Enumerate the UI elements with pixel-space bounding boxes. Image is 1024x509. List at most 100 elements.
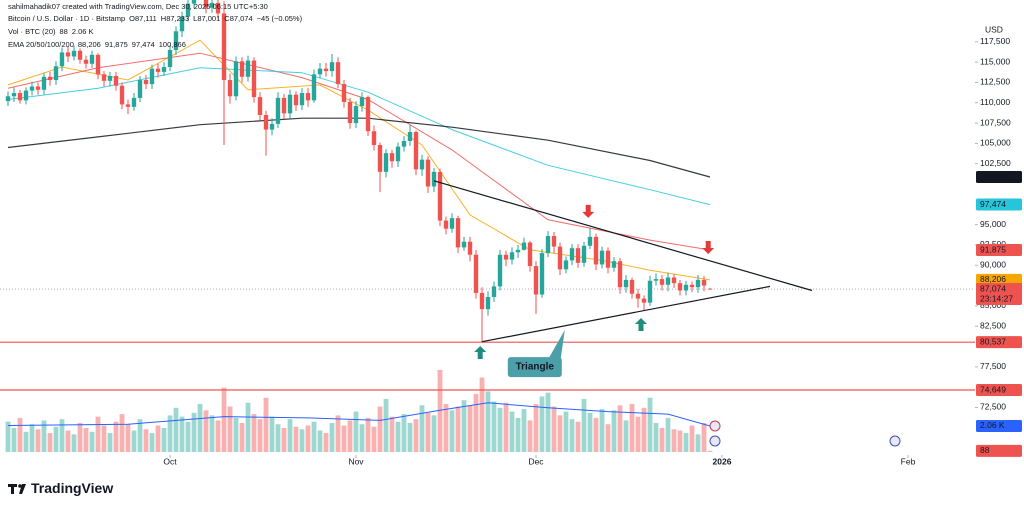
volume-bar	[395, 421, 401, 452]
volume-bar	[671, 429, 677, 452]
volume-bar	[623, 420, 629, 452]
volume-bar	[347, 420, 353, 452]
candle-body	[251, 60, 257, 98]
candle-body	[65, 52, 71, 57]
legend-text: EMA 20/50/100/200	[8, 40, 74, 49]
candle-body	[587, 236, 593, 246]
candle-body	[581, 245, 587, 263]
volume-bar	[467, 405, 473, 452]
candle-body	[635, 293, 641, 299]
legend-text: sahilmahadik07 created with TradingView.…	[8, 2, 268, 11]
trendline	[433, 180, 813, 292]
candle-body	[275, 97, 281, 124]
candle-body	[443, 220, 449, 229]
candle-body	[545, 236, 551, 254]
candle-body	[17, 93, 23, 101]
y-tick-label: 85,000	[980, 300, 1006, 310]
volume-bar	[557, 415, 563, 452]
candle-body	[611, 261, 617, 268]
y-tick-label: 77,500	[980, 361, 1006, 371]
candle-body	[5, 96, 11, 102]
volume-bar	[359, 424, 365, 452]
volume-ma-line	[7, 402, 711, 427]
candle-body	[653, 279, 659, 281]
legend-text: 100,866	[159, 40, 186, 49]
volume-bar	[425, 412, 431, 452]
volume-bar	[443, 404, 449, 452]
candle-body	[263, 114, 269, 130]
candle-body	[689, 284, 695, 288]
volume-bar	[167, 415, 173, 452]
y-tick-label: 117,500	[980, 36, 1010, 46]
candle-body	[599, 250, 605, 265]
volume-bar	[485, 391, 491, 452]
candle-body	[677, 283, 683, 291]
volume-bar	[251, 414, 257, 452]
volume-bar	[233, 417, 239, 452]
price-label: 91,875	[980, 244, 1006, 254]
volume-bar	[449, 410, 455, 452]
annotation-label: Triangle	[516, 362, 555, 373]
y-tick-label: 112,500	[980, 77, 1010, 87]
volume-bar	[305, 425, 311, 452]
volume-bar	[521, 409, 527, 452]
volume-bar	[677, 430, 683, 452]
candle-body	[467, 241, 473, 255]
legend-text: −45 (−0.05%)	[257, 14, 303, 23]
volume-bar	[659, 428, 665, 452]
signal-arrow	[582, 204, 595, 218]
legend-text: 91,875	[105, 40, 128, 49]
volume-bar	[491, 401, 497, 452]
candle-body	[347, 101, 353, 124]
volume-bar	[401, 414, 407, 452]
volume-bar	[281, 428, 287, 452]
volume-bar	[137, 419, 143, 452]
candle-body	[287, 94, 293, 114]
candle-body	[665, 277, 671, 285]
volume-bar	[407, 422, 413, 452]
candle-body	[71, 50, 77, 57]
candle-body	[413, 132, 419, 170]
price-label-box	[976, 384, 1022, 397]
candle-body	[281, 97, 287, 114]
candle-body	[509, 252, 515, 260]
candle-body	[683, 284, 689, 291]
volume-bar	[611, 410, 617, 452]
volume-bar	[653, 422, 659, 452]
candle-body	[29, 86, 35, 91]
candle-body	[479, 292, 485, 310]
candle-body	[77, 50, 83, 60]
footer-brand: TradingView	[31, 480, 113, 496]
candle-body	[605, 250, 611, 268]
volume-bar	[275, 424, 281, 452]
legend-text: Bitcoin / U.S. Dollar · 1D · Bitstamp	[8, 14, 125, 23]
candle-body	[143, 80, 149, 85]
volume-bar	[35, 429, 41, 452]
candle-body	[671, 277, 677, 284]
legend-text: C87,074	[224, 14, 252, 23]
volume-bar	[575, 421, 581, 452]
candle-body	[149, 68, 155, 85]
volume-bar	[551, 406, 557, 452]
candle-body	[557, 246, 563, 270]
candle-body	[377, 145, 383, 172]
candle-body	[245, 60, 251, 77]
candle-body	[491, 286, 497, 297]
price-countdown: 23:14:27	[980, 293, 1013, 303]
volume-bar	[665, 417, 671, 452]
candle-body	[113, 75, 119, 86]
candle-body	[323, 68, 329, 72]
volume-bar	[215, 420, 221, 452]
candle-body	[47, 76, 53, 81]
volume-bar	[497, 407, 503, 452]
volume-bar	[131, 430, 137, 452]
y-tick-label: 82,500	[980, 320, 1006, 330]
candle-body	[179, 16, 185, 32]
volume-bar	[113, 421, 119, 452]
axis-unit: USD	[985, 24, 1003, 34]
volume-bar	[563, 411, 569, 452]
annotation-pointer	[548, 330, 565, 359]
candle-body	[335, 62, 341, 85]
price-label: 74,649	[980, 384, 1006, 394]
candle-body	[293, 94, 299, 106]
